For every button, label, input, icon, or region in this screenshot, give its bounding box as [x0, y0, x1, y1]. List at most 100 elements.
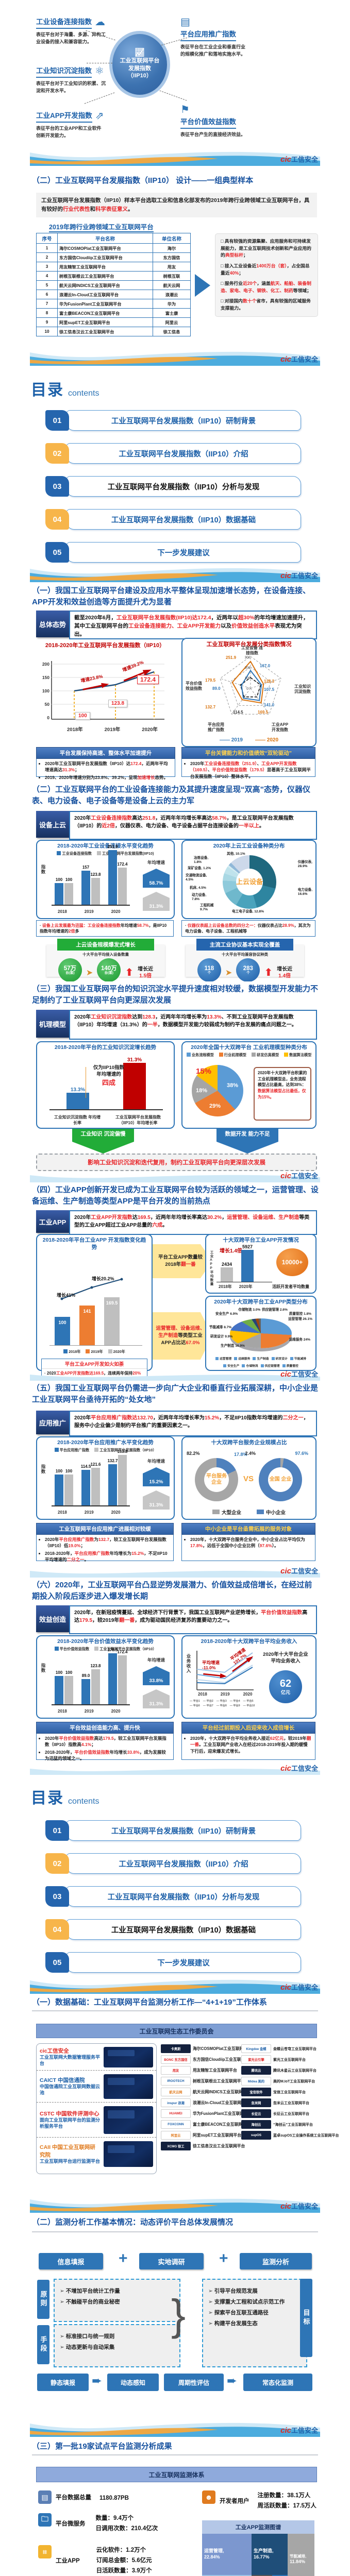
- cell-company: 航天云网: [153, 280, 191, 290]
- finding-box-2: 平台经过前期投入后迎来收入成倍增长 2020年，十大双跨平台平均业务收入接近62…: [181, 1722, 315, 1760]
- platform-row: supOS 蓝卓supOS工业操作系统工业互联网平台: [241, 2130, 339, 2141]
- platform-name: 海尔COSMOPlat工业互联网平台: [193, 2046, 252, 2051]
- platform-row: 忽米网 忽米云工业互联网平台: [241, 2097, 316, 2108]
- legend-item: — 平台6: [190, 1704, 200, 1707]
- note-text: · 设备上云发展最为迅猛：工业设备连接指数年均增速58.7%，是IIP10指数年…: [40, 923, 167, 934]
- toc-item[interactable]: 03 工业互联网平台发展指数（IIP10）分析与发现: [45, 1886, 301, 1907]
- platform-name: 浪潮云In-Cloud工业互联网平台: [193, 2100, 249, 2105]
- index-item-desc: 表征平台对于海量、多源、异构工业设备的接入和兼容能力。: [36, 31, 106, 45]
- slide-toc-1: 目录 contents 01 工业互联网平台发展指数（IIP10）研制背景 02…: [0, 366, 350, 582]
- legend-item: 运营管理: [215, 1356, 231, 1361]
- platform-name: 宝信工业互联网平台: [273, 2090, 306, 2094]
- radar-value: 107.5: [264, 687, 275, 692]
- goal-item: 引导平台规范发展: [208, 2287, 301, 2295]
- toc-item[interactable]: 02 工业互联网平台发展指数（IIP10）介绍: [45, 1853, 301, 1874]
- flow-dynamic: 动态感知: [107, 2374, 159, 2391]
- principle-item: 不触碰平台的商业秘密: [60, 2298, 174, 2306]
- slide-monitoring-overview: （二）监测分析工作基本情况：动态评价平台总体发展情况 信息填报 + 实地调研 +…: [0, 2213, 350, 2437]
- vs-label: VS: [243, 1475, 254, 1483]
- pie-value: 15%: [196, 1067, 212, 1076]
- slide-knowledge: （三）我国工业互联网平台的知识沉淀水平提升速度相对较缓，数据模型开发能力不足制约…: [0, 981, 350, 1182]
- platform-row: 用友 用友精智工业互联网平台: [161, 2065, 240, 2076]
- svg-text:100: 100: [42, 688, 49, 693]
- index-item-promotion: ▤平台应用推广指数 表征平台在工业企业和垂直行业的规模化推广和落地实施水平。: [180, 15, 247, 58]
- chart-title: 2018-2020年工业设备连接水平变化趋势: [57, 843, 154, 849]
- flow-normalized: 常态化监测: [243, 2374, 312, 2391]
- legend-2019: —— 2019: [219, 737, 243, 743]
- platform-logo: 宝信软件: [241, 2088, 271, 2096]
- revenue-line-panel: 2018-2020年十大双跨平台平均业务收入 业务收入 平均增速 -11.0% …: [181, 1635, 316, 1719]
- toc-item[interactable]: 05 下一步发展建议: [45, 1952, 301, 1973]
- toc-item[interactable]: 04 工业互联网平台发展指数（IIP10）数据基础: [45, 509, 301, 530]
- donut-value: 97.6%: [295, 1451, 308, 1456]
- cell-company: 阿里云: [153, 317, 191, 327]
- chart-title: 2018-2020年平台工业APP 开发指数变化趋势: [42, 1237, 146, 1250]
- note-box: · 仪器仪表超上云设备总数的四分之一：仪器仪表占比28.9%，其次为电力设备、电…: [181, 920, 315, 937]
- value-callout: 123.8: [108, 700, 128, 707]
- platform-name: 航天云网INDICS工业互联网平台: [193, 2090, 251, 2094]
- goal-item: 支撑重大工程和试点示范工作: [208, 2298, 301, 2306]
- toc-item-number: 01: [45, 410, 69, 431]
- toc-item-number: 02: [45, 443, 69, 464]
- summary-text: 2020年，在新冠疫情蔓延、全球经济下行背景下，我国工业互联网产业逆势增长，平台…: [74, 1610, 308, 1623]
- slice-label: 节能减排 8.7%: [209, 1326, 232, 1329]
- index-item-desc: 表征平台产生的直接经济效益。: [180, 132, 246, 137]
- cell-company: 海尔: [153, 243, 191, 253]
- donut-value: 82.2%: [187, 1451, 200, 1456]
- svg-text:50: 50: [45, 702, 50, 707]
- goal-box: 引导平台规范发展支撑重大工程和试点示范工作探索平台互联互通路径构建平台发展生态: [202, 2279, 307, 2367]
- cell-index: 8: [36, 308, 58, 318]
- monitor-system-bar: 工业互联网监测体系: [36, 2467, 317, 2482]
- platform-logo: 航天云网: [161, 2088, 191, 2096]
- legend-2020: —— 2020: [255, 737, 279, 743]
- dashboard-screenshot: [104, 2074, 153, 2099]
- platform-name: 用友精智工业互联网平台: [193, 2068, 237, 2073]
- finding-bullet: 2020年工业互联网平台发展指数（IIP10）达172.4，近两年平均增速高达3…: [45, 760, 172, 773]
- cell-platform: 徐工信息汉云工业互联网平台: [57, 327, 153, 336]
- platform-row: BONC 东方国信 东方国信Cloudiip工业互联网平台: [161, 2054, 253, 2065]
- toc-item[interactable]: 01 工业互联网平台发展指数（IIP10）研制背景: [45, 1820, 301, 1841]
- index-item-knowledge: 工业知识沉淀指数 ⚛ 表征平台对于工业知识的积累、沉淀和开发水平。: [36, 64, 106, 95]
- x-axis-labels: 2018 2019 2020: [58, 1510, 121, 1515]
- org-logo: CAICT 中国信通院: [40, 2077, 85, 2084]
- platform-logo: inspur 浪潮: [161, 2098, 191, 2107]
- slide-title: （三）我国工业互联网平台的知识沉淀水平提升速度相对较缓，数据模型开发能力不足制约…: [32, 985, 319, 1005]
- pie-legend: 运营管理 运维服务 生产制造 研发设计 节能减排 安全生产 仓储物流 供应链管理 质量管控: [208, 1356, 313, 1368]
- legend-item: — 平台1: [190, 1700, 200, 1703]
- committee-bar: 工业互联网生态工作委员会: [36, 2024, 317, 2038]
- finding-bullet: 2019、2020年增速分别为23.8%、39.2%，呈现加速增长态势。: [45, 774, 172, 781]
- y-axis-label: 业务收入: [186, 1654, 191, 1673]
- toc-item-label: 工业互联网平台发展指数（IIP10）研制背景: [111, 417, 256, 426]
- org-logo: cic工信安全: [40, 2048, 69, 2055]
- legend-item: 供应链管理: [260, 1363, 280, 1368]
- legend-item: 运维服务: [234, 1356, 250, 1361]
- toc-item[interactable]: 03 工业互联网平台发展指数（IIP10）分析与发现: [45, 476, 301, 497]
- toc-item[interactable]: 02 工业互联网平台发展指数（IIP10）介绍: [45, 443, 301, 464]
- platform-logo: 用友: [161, 2066, 191, 2075]
- org-row: CSTC 中国软件评测中心 面向工业互联网平台的监测分析服务平台: [37, 2103, 156, 2138]
- slice-label: 工程机械 9.7%: [200, 904, 214, 911]
- platform-logo: IROOTECH: [161, 2077, 191, 2086]
- svg-text:200: 200: [245, 666, 251, 670]
- connector-line: [159, 90, 187, 101]
- cell-index: 7: [36, 299, 58, 309]
- platform-row: 宝信软件 宝信工业互联网平台: [241, 2087, 316, 2097]
- means-box: 标准接口与统一规则动态更新与自动采集: [54, 2324, 180, 2367]
- circle-caption: 2020年十大平台企业 平均业务收入: [263, 1652, 308, 1664]
- platform-name: 东方国信Cloudiip工业互联网平台: [193, 2057, 253, 2062]
- radar-axis-label: 工业知识 沉淀指数: [294, 684, 311, 694]
- up-arrow-icon: ⬆: [264, 967, 273, 978]
- cic-logo: cic工信安全: [280, 1983, 318, 1992]
- document-icon: ▤: [180, 16, 190, 28]
- footer-wave: cic工信安全: [30, 339, 320, 366]
- slide-sample-design: （二）工业互联网平台发展指数（IIP10） 设计——一组典型样本 工业互联网平台…: [0, 166, 350, 366]
- toc-item[interactable]: 01 工业互联网平台发展指数（IIP10）研制背景: [45, 410, 301, 431]
- finding-bullet: 2020年工业设备连接指数（251.9）、工业APP开发指数（169.5）、平台…: [190, 760, 312, 779]
- means-item: 标准接口与统一规则: [60, 2332, 174, 2340]
- growth-label: 增长20.2%: [92, 1276, 114, 1281]
- pie-value: 18%: [196, 1088, 208, 1094]
- toc-item[interactable]: 04 工业互联网平台发展指数（IIP10）数据基础: [45, 1919, 301, 1940]
- toc-item[interactable]: 05 下一步发展建议: [45, 542, 301, 563]
- cell-company: 徐工信息: [153, 327, 191, 336]
- flow-static: 静态填报: [37, 2374, 89, 2391]
